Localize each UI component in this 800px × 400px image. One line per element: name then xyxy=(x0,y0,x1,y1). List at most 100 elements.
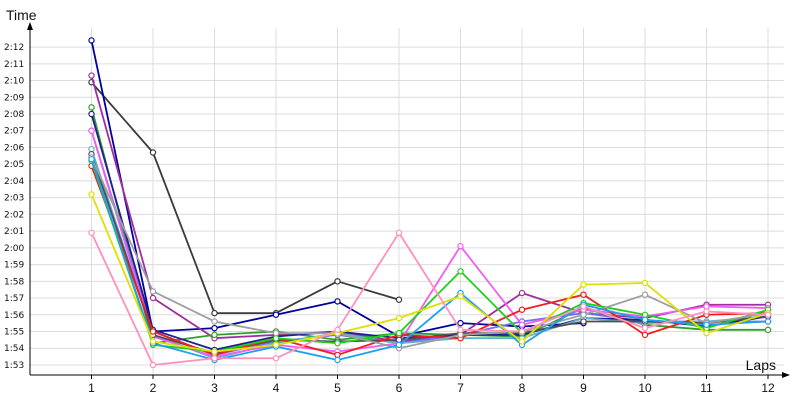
data-point xyxy=(518,328,526,335)
data-point xyxy=(703,321,710,329)
data-point xyxy=(764,311,772,318)
y-tick-label: 2:03 xyxy=(4,194,24,204)
y-tick-label: 2:05 xyxy=(4,160,24,170)
data-point xyxy=(457,326,464,334)
data-point xyxy=(88,37,95,44)
data-point xyxy=(518,338,526,345)
data-point xyxy=(272,355,280,362)
x-tick-label: 7 xyxy=(457,381,464,395)
y-tick-label: 2:07 xyxy=(4,127,24,137)
data-point xyxy=(88,104,95,111)
data-point xyxy=(764,326,772,334)
data-point xyxy=(703,308,710,315)
data-point xyxy=(395,296,403,303)
series-11 xyxy=(88,157,772,355)
x-tick-label: 9 xyxy=(580,381,587,395)
data-point xyxy=(395,329,403,337)
y-tick-label: 1:57 xyxy=(4,294,24,304)
data-point xyxy=(88,229,95,236)
y-tick-label: 2:11 xyxy=(4,60,24,70)
x-tick-label: 4 xyxy=(273,381,280,395)
data-point xyxy=(211,309,218,317)
data-point xyxy=(272,311,280,318)
series-line xyxy=(90,81,400,314)
y-axis-title: Time xyxy=(6,7,37,23)
y-axis-arrow-icon xyxy=(27,22,33,30)
data-point xyxy=(641,324,649,332)
data-point xyxy=(580,303,587,310)
data-point xyxy=(580,311,587,318)
y-tick-label: 2:10 xyxy=(4,77,24,87)
data-point xyxy=(395,341,403,349)
data-point xyxy=(211,324,218,332)
y-tick-label: 1:58 xyxy=(4,277,24,287)
data-point xyxy=(149,328,157,335)
data-point xyxy=(518,289,526,297)
y-tick-label: 2:00 xyxy=(4,244,24,254)
data-point xyxy=(457,242,464,250)
data-point xyxy=(88,72,95,79)
data-point xyxy=(149,338,157,345)
y-tick-label: 1:59 xyxy=(4,261,24,271)
data-point xyxy=(211,318,218,325)
data-point xyxy=(272,341,280,349)
data-point xyxy=(457,268,464,275)
data-point xyxy=(580,291,587,298)
series-10 xyxy=(88,162,772,359)
data-point xyxy=(149,361,157,369)
x-axis-arrow-icon xyxy=(782,372,790,378)
axes xyxy=(27,22,790,378)
data-point xyxy=(334,326,341,334)
y-tick-label: 1:54 xyxy=(4,344,24,354)
series-line xyxy=(90,231,769,366)
series-line xyxy=(90,130,769,358)
series-15 xyxy=(88,229,772,369)
y-tick-label: 2:06 xyxy=(4,143,24,153)
series-line xyxy=(90,193,769,353)
data-point xyxy=(641,291,649,298)
data-point xyxy=(395,229,403,236)
data-point xyxy=(641,316,649,323)
data-point xyxy=(88,110,95,118)
data-point xyxy=(518,321,526,329)
data-point xyxy=(334,340,341,347)
x-tick-label: 10 xyxy=(638,381,652,395)
y-tick-label: 1:55 xyxy=(4,328,24,338)
data-point xyxy=(334,298,341,305)
x-tick-label: 3 xyxy=(211,381,218,395)
data-point xyxy=(764,318,772,325)
data-point xyxy=(211,348,218,355)
y-tick-label: 2:01 xyxy=(4,227,24,237)
y-tick-label: 2:08 xyxy=(4,110,24,120)
data-point xyxy=(149,288,157,295)
data-point xyxy=(518,306,526,313)
data-point xyxy=(88,127,95,134)
data-point xyxy=(211,331,218,339)
tick-labels: 1:53 1:54 1:55 1:56 1:57 1:58 1:59 2:00 2:01 2:02… xyxy=(4,43,775,395)
data-point xyxy=(149,294,157,302)
data-point xyxy=(641,279,649,287)
x-tick-label: 11 xyxy=(700,381,713,395)
x-tick-label: 6 xyxy=(396,381,403,395)
x-tick-label: 5 xyxy=(334,381,341,395)
series-lines xyxy=(88,37,772,369)
y-tick-label: 2:12 xyxy=(4,43,24,53)
y-tick-label: 1:53 xyxy=(4,361,24,371)
y-tick-label: 2:09 xyxy=(4,93,24,103)
x-tick-label: 1 xyxy=(88,381,95,395)
grid xyxy=(30,28,784,375)
data-point xyxy=(457,319,464,327)
data-point xyxy=(641,331,649,339)
y-tick-label: 2:04 xyxy=(4,177,24,187)
series-line xyxy=(90,157,769,350)
x-axis-title: Laps xyxy=(746,357,776,373)
data-point xyxy=(334,356,341,364)
data-point xyxy=(88,191,95,198)
series-8 xyxy=(88,127,772,360)
y-tick-label: 1:56 xyxy=(4,311,24,321)
data-point xyxy=(334,278,341,285)
data-point xyxy=(580,281,587,288)
y-tick-label: 2:02 xyxy=(4,210,24,220)
